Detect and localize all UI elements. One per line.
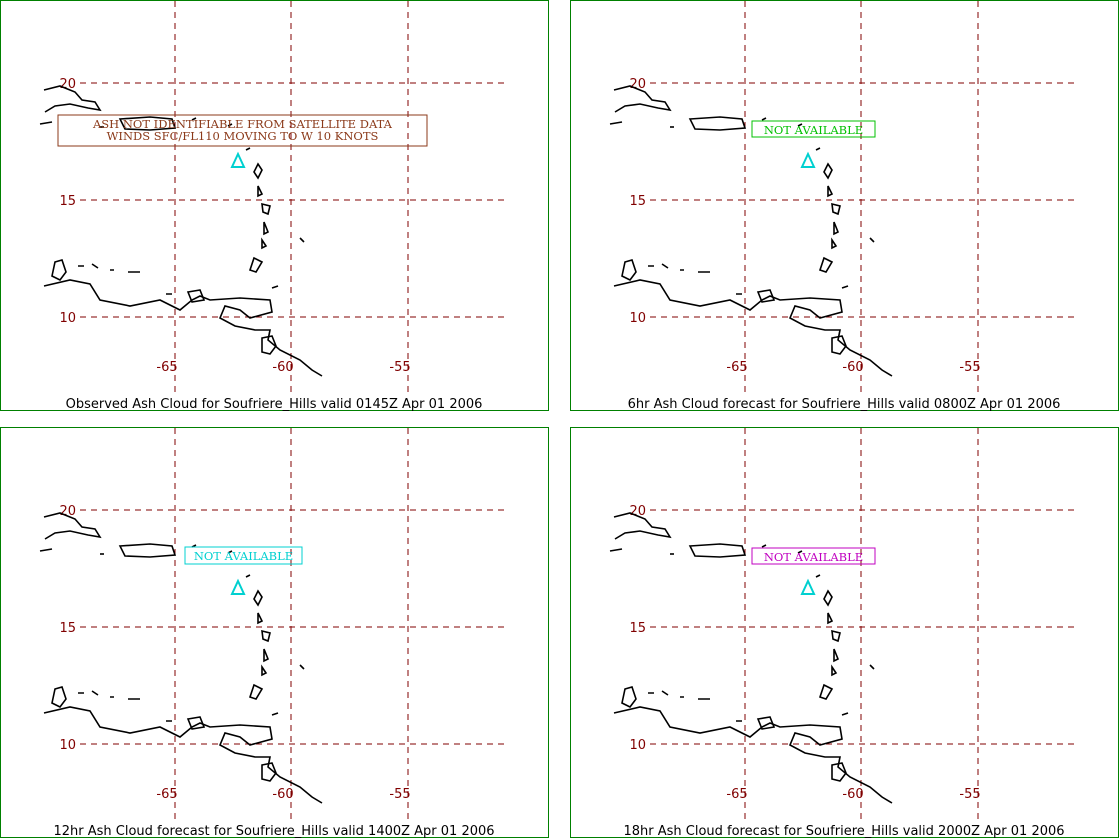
annotation-text: ASH NOT IDENTIFIABLE FROM SATELLITE DATA bbox=[92, 117, 393, 131]
panel-caption: Observed Ash Cloud for Soufriere_Hills v… bbox=[66, 397, 483, 412]
panel-caption: 6hr Ash Cloud forecast for Soufriere_Hil… bbox=[628, 397, 1061, 412]
annotation-box bbox=[57, 114, 428, 147]
longitude-label: -60 bbox=[272, 360, 293, 375]
annotation-text: WINDS SFC/FL110 MOVING TO W 10 KNOTS bbox=[107, 129, 379, 143]
latitude-label: 10 bbox=[629, 311, 646, 326]
latitude-label: 10 bbox=[59, 311, 76, 326]
annotation-text: NOT AVAILABLE bbox=[194, 549, 293, 563]
panel-caption: 12hr Ash Cloud forecast for Soufriere_Hi… bbox=[53, 824, 494, 839]
longitude-label: -55 bbox=[389, 787, 410, 802]
longitude-label: -65 bbox=[156, 360, 177, 375]
longitude-label: -55 bbox=[959, 787, 980, 802]
latitude-label: 10 bbox=[59, 738, 76, 753]
annotation-box bbox=[751, 547, 876, 565]
longitude-label: -55 bbox=[959, 360, 980, 375]
longitude-label: -60 bbox=[842, 360, 863, 375]
longitude-label: -60 bbox=[272, 787, 293, 802]
panel-caption: 18hr Ash Cloud forecast for Soufriere_Hi… bbox=[623, 824, 1064, 839]
latitude-label: 15 bbox=[59, 621, 76, 636]
volcano-marker bbox=[800, 151, 816, 168]
longitude-label: -65 bbox=[156, 787, 177, 802]
longitude-label: -65 bbox=[726, 787, 747, 802]
volcano-marker bbox=[230, 151, 246, 168]
annotation-text: NOT AVAILABLE bbox=[764, 550, 863, 564]
latitude-label: 15 bbox=[629, 621, 646, 636]
latitude-label: 15 bbox=[629, 194, 646, 209]
longitude-label: -60 bbox=[842, 787, 863, 802]
volcano-marker bbox=[230, 578, 246, 595]
longitude-label: -55 bbox=[389, 360, 410, 375]
latitude-label: 10 bbox=[629, 738, 646, 753]
latitude-label: 15 bbox=[59, 194, 76, 209]
longitude-label: -65 bbox=[726, 360, 747, 375]
annotation-box bbox=[751, 120, 876, 138]
volcano-marker bbox=[800, 578, 816, 595]
annotation-text: NOT AVAILABLE bbox=[764, 123, 863, 137]
annotation-box bbox=[184, 546, 303, 565]
